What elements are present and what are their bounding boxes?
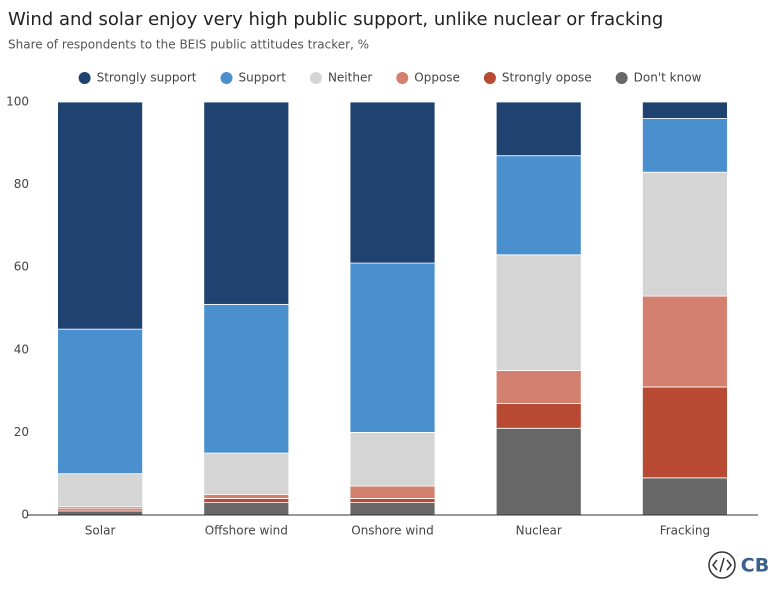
bar-segment — [349, 262, 436, 433]
bar-segment — [349, 431, 436, 487]
bar-segment — [495, 254, 582, 371]
y-tick-label: 20 — [14, 425, 29, 439]
y-tick-label: 100 — [6, 95, 29, 109]
bar-segment — [349, 101, 436, 264]
bar-segment — [642, 118, 728, 173]
bar-segment — [203, 452, 290, 495]
bar-segment — [642, 171, 728, 297]
x-tick-label: Offshore wind — [205, 524, 288, 538]
bar-segment — [349, 498, 436, 504]
logo: CB — [741, 555, 769, 577]
bar-segment — [203, 493, 290, 499]
bar-segment — [495, 370, 582, 404]
legend-marker — [483, 72, 496, 84]
x-tick-label: Onshore wind — [351, 524, 434, 538]
legend-marker — [309, 72, 322, 84]
x-tick-label: Solar — [85, 524, 116, 538]
bar-segment — [495, 155, 582, 256]
bar-segment — [203, 502, 290, 516]
legend-marker — [78, 72, 91, 84]
bar-segment — [57, 473, 143, 508]
bar-segment — [57, 328, 143, 475]
bar-segment — [495, 427, 582, 516]
chart-title: Wind and solar enjoy very high public su… — [8, 9, 663, 30]
legend-marker — [615, 72, 628, 84]
legend-label: Neither — [328, 71, 372, 85]
y-tick-label: 40 — [14, 342, 29, 356]
bar-segment — [57, 101, 143, 330]
bar-segment — [642, 386, 728, 479]
legend-label: Don't know — [634, 71, 702, 85]
chart-subtitle: Share of respondents to the BEIS public … — [8, 38, 369, 52]
y-tick-label: 0 — [21, 508, 29, 522]
bar-segment — [349, 502, 436, 516]
logo-icon — [708, 551, 736, 579]
bar-segment — [642, 477, 728, 516]
legend-label: Oppose — [414, 71, 460, 85]
bar-segment — [642, 295, 728, 388]
bar-segment — [349, 485, 436, 499]
legend-marker — [396, 72, 409, 84]
bar-segment — [203, 303, 290, 454]
bar-segment — [495, 403, 582, 429]
bar-segment — [203, 101, 290, 305]
bar-segment — [57, 510, 143, 516]
y-tick-label: 80 — [14, 177, 29, 191]
y-tick-label: 60 — [14, 260, 29, 274]
legend-marker — [220, 72, 233, 84]
x-tick-label: Fracking — [660, 524, 710, 538]
bar-segment — [203, 498, 290, 504]
x-tick-label: Nuclear — [516, 524, 562, 538]
legend-label: Strongly support — [97, 71, 197, 85]
legend-label: Strongly opose — [502, 71, 592, 85]
legend-label: Support — [239, 71, 287, 85]
bar-segment — [495, 101, 582, 157]
bar-segment — [642, 101, 728, 119]
